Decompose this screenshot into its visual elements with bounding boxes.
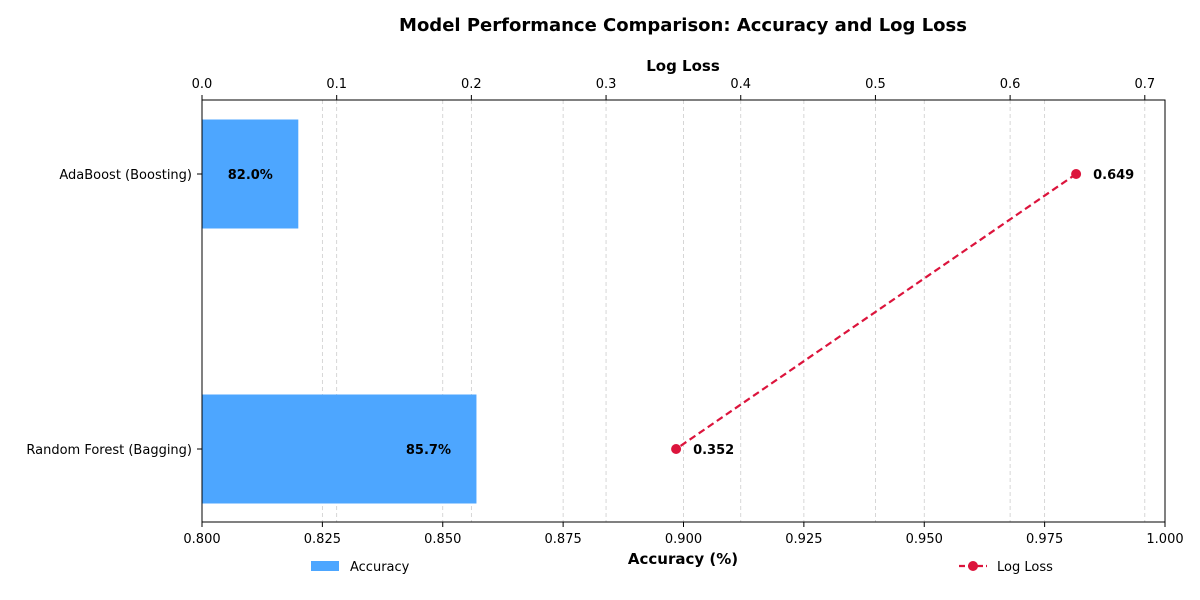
x-tick-label-bottom: 0.900	[665, 532, 702, 547]
x-tick-label-top: 0.7	[1134, 77, 1155, 92]
x-tick-label-bottom: 0.925	[785, 532, 822, 547]
legend-accuracy-swatch	[311, 561, 339, 571]
x-tick-label-top: 0.2	[461, 77, 482, 92]
x-tick-label-top: 0.4	[730, 77, 751, 92]
legend-log-loss-marker	[968, 561, 978, 571]
x-tick-label-top: 0.6	[1000, 77, 1021, 92]
x-tick-label-bottom: 0.800	[183, 532, 220, 547]
log-loss-point	[1071, 169, 1082, 179]
accuracy-bar	[202, 394, 477, 504]
bottom-axis-label: Accuracy (%)	[628, 550, 738, 568]
accuracy-bar	[202, 119, 299, 229]
top-axis-label: Log Loss	[646, 57, 720, 75]
log-loss-series-line	[675, 173, 1077, 450]
log-loss-line	[671, 169, 1082, 454]
legend-log-loss-label: Log Loss	[997, 560, 1053, 575]
x-tick-label-top: 0.3	[596, 77, 617, 92]
legend-accuracy: Accuracy	[311, 560, 410, 575]
x-tick-label-top: 0.1	[326, 77, 347, 92]
accuracy-data-label: 82.0%	[228, 168, 273, 183]
x-tick-label-bottom: 0.975	[1026, 532, 1063, 547]
y-tick-label: Random Forest (Bagging)	[26, 443, 192, 458]
x-tick-label-top: 0.5	[865, 77, 886, 92]
x-tick-label-bottom: 1.000	[1146, 532, 1183, 547]
accuracy-data-label: 85.7%	[406, 443, 451, 458]
chart-title: Model Performance Comparison: Accuracy a…	[399, 15, 967, 36]
x-tick-label-bottom: 0.950	[906, 532, 943, 547]
log-loss-data-label: 0.649	[1093, 168, 1134, 183]
axis-ticks: 0.800 0.825 0.850 0.875 0.900 0.925 0.950 0.975…	[26, 77, 1183, 547]
y-tick-label: AdaBoost (Boosting)	[59, 168, 192, 183]
legend-log-loss: Log Loss	[959, 560, 1053, 575]
log-loss-data-label: 0.352	[693, 443, 734, 458]
x-tick-label-bottom: 0.875	[545, 532, 582, 547]
grid-layer	[321, 100, 1146, 522]
accuracy-bars	[202, 119, 477, 504]
legend-accuracy-label: Accuracy	[350, 560, 410, 575]
data-labels: 82.0% 85.7% 0.649 0.352	[228, 168, 1134, 458]
x-tick-label-bottom: 0.825	[304, 532, 341, 547]
x-tick-label-top: 0.0	[192, 77, 213, 92]
log-loss-point	[671, 444, 682, 454]
x-tick-label-bottom: 0.850	[424, 532, 461, 547]
